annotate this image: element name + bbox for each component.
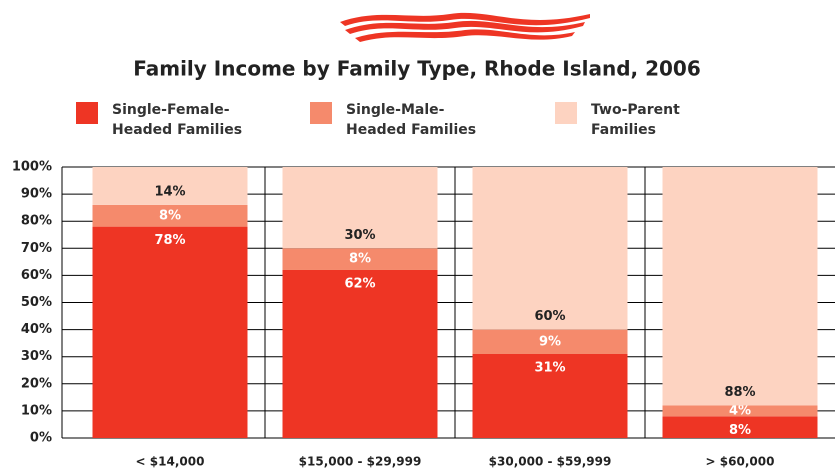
chart-title: Family Income by Family Type, Rhode Isla… — [133, 57, 700, 81]
value-label: 8% — [159, 208, 181, 223]
legend-swatch — [76, 102, 98, 124]
x-tick-label: > $60,000 — [706, 455, 775, 469]
y-tick-label: 20% — [21, 376, 52, 391]
value-label: 88% — [724, 385, 755, 400]
y-tick-label: 10% — [21, 403, 52, 418]
x-tick-label: $30,000 - $59,999 — [489, 455, 612, 469]
x-tick-label: < $14,000 — [136, 455, 205, 469]
y-tick-label: 60% — [21, 268, 52, 283]
value-label: 31% — [534, 360, 565, 375]
y-tick-label: 90% — [21, 187, 52, 202]
decoration — [340, 13, 590, 42]
bar-segment — [473, 167, 628, 330]
y-tick-label: 80% — [21, 214, 52, 229]
y-tick-label: 30% — [21, 349, 52, 364]
y-tick-label: 50% — [21, 295, 52, 310]
legend-label: Two-Parent Families — [591, 100, 741, 140]
legend-label: Single-Female-Headed Families — [112, 100, 262, 140]
value-label: 62% — [344, 276, 375, 291]
value-label: 14% — [154, 184, 185, 199]
value-label: 60% — [534, 309, 565, 324]
value-label: 78% — [154, 233, 185, 248]
bar-segment — [93, 227, 248, 438]
chart: Family Income by Family Type, Rhode Isla… — [0, 0, 835, 471]
value-label: 30% — [344, 228, 375, 243]
legend-item: Single-Female-Headed Families — [76, 100, 262, 140]
value-label: 8% — [729, 423, 751, 438]
legend-swatch — [310, 102, 332, 124]
legend-item: Single-Male-Headed Families — [310, 100, 496, 140]
bar-segment — [283, 270, 438, 438]
value-label: 9% — [539, 334, 561, 349]
y-tick-label: 0% — [30, 431, 52, 446]
x-tick-label: $15,000 - $29,999 — [299, 455, 422, 469]
value-label: 4% — [729, 403, 751, 418]
value-label: 8% — [349, 252, 371, 267]
legend-item: Two-Parent Families — [555, 100, 741, 140]
legend-swatch — [555, 102, 577, 124]
bar-segment — [663, 167, 818, 405]
legend-label: Single-Male-Headed Families — [346, 100, 496, 140]
y-tick-label: 40% — [21, 322, 52, 337]
y-tick-label: 100% — [12, 160, 52, 175]
y-tick-label: 70% — [21, 241, 52, 256]
page: Family Income by Family Type, Rhode Isla… — [0, 0, 835, 471]
